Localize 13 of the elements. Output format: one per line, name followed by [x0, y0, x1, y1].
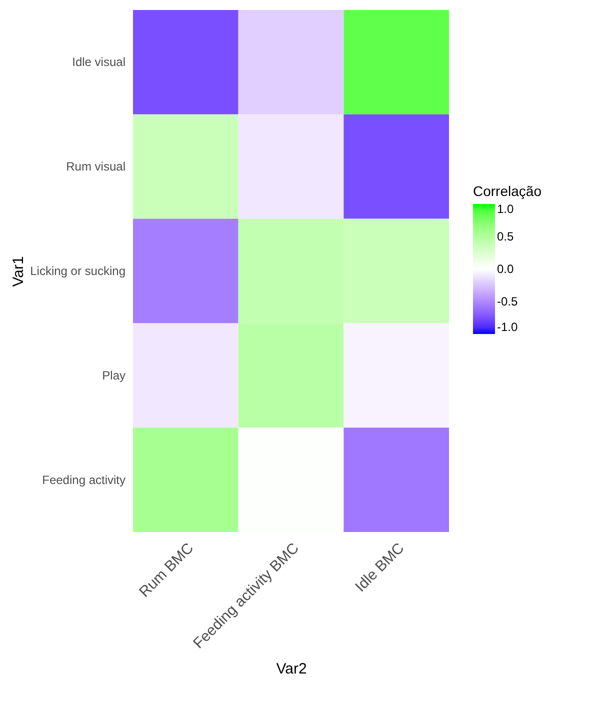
y-tick-label: Feeding activity	[42, 472, 126, 487]
y-axis-title: Var1	[10, 256, 28, 287]
color-bar-title: Correlação	[473, 183, 542, 199]
color-bar-label: 0.5	[497, 230, 514, 244]
y-tick-label: Idle visual	[72, 55, 126, 70]
y-tick-label: Rum visual	[66, 160, 126, 174]
color-bar-label: 0.0	[497, 262, 514, 276]
color-bar-label: 1.0	[497, 202, 514, 216]
y-tick-label: Play	[102, 368, 126, 382]
color-bar-label: -0.5	[497, 294, 518, 308]
color-bar-label: -1.0	[497, 320, 518, 334]
x-axis-title: Var2	[276, 660, 307, 678]
y-tick-label: Licking or sucking	[30, 264, 126, 278]
